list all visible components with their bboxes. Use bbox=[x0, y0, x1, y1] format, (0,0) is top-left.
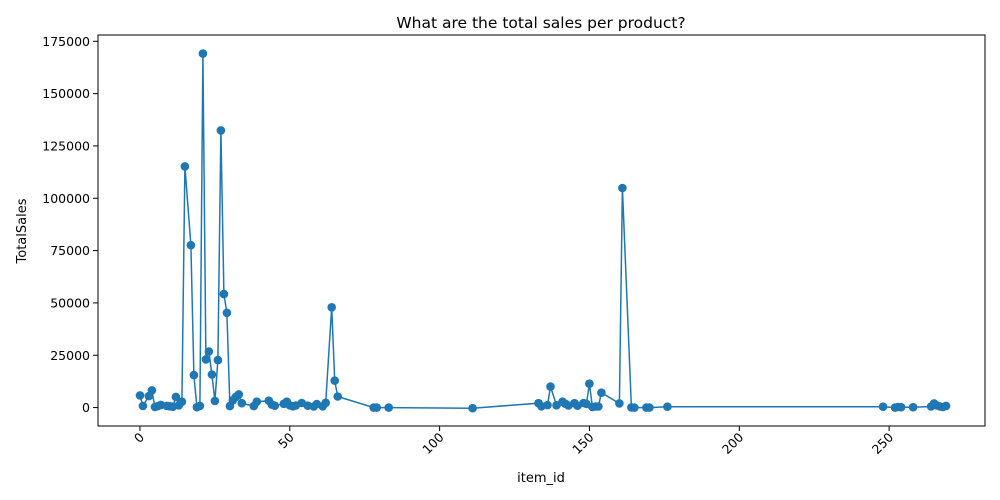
data-point bbox=[618, 183, 627, 193]
data-point bbox=[270, 401, 280, 411]
data-point bbox=[177, 397, 187, 407]
data-point bbox=[234, 390, 244, 399]
x-axis-title: item_id bbox=[517, 471, 565, 486]
data-point bbox=[645, 403, 654, 412]
data-point bbox=[585, 379, 594, 389]
data-point bbox=[896, 402, 906, 412]
y-axis-ticks: 0 25000 50000 75000 100000 125000 150000 175000 bbox=[42, 34, 98, 415]
y-tick-label: 25000 bbox=[50, 348, 90, 363]
data-point bbox=[630, 403, 639, 412]
data-point bbox=[327, 303, 337, 312]
data-point bbox=[252, 397, 262, 407]
data-point bbox=[201, 355, 211, 364]
data-point bbox=[333, 392, 343, 401]
y-axis-title: TotalSales bbox=[15, 198, 30, 264]
data-point bbox=[543, 400, 552, 410]
data-point bbox=[878, 402, 888, 412]
data-point bbox=[222, 308, 232, 318]
data-point bbox=[198, 49, 208, 58]
data-point bbox=[384, 403, 394, 412]
y-tick-label: 50000 bbox=[50, 295, 90, 310]
data-point bbox=[210, 396, 220, 406]
data-point bbox=[195, 401, 205, 411]
data-point bbox=[237, 398, 247, 408]
plot-area-frame bbox=[97, 34, 986, 427]
data-point bbox=[615, 399, 624, 408]
data-point bbox=[189, 370, 199, 380]
data-point bbox=[594, 402, 603, 411]
chart-title: What are the total sales per product? bbox=[396, 14, 685, 32]
data-point bbox=[207, 370, 217, 379]
data-point bbox=[147, 386, 157, 395]
data-point bbox=[186, 240, 196, 250]
y-tick-label: 100000 bbox=[42, 191, 90, 206]
data-point bbox=[135, 391, 145, 400]
data-point bbox=[663, 402, 672, 412]
data-point bbox=[468, 403, 477, 413]
data-point bbox=[546, 382, 555, 391]
data-point bbox=[180, 162, 190, 171]
data-point bbox=[908, 402, 918, 412]
data-point bbox=[321, 398, 331, 408]
series-markers bbox=[135, 49, 951, 413]
data-point bbox=[372, 403, 382, 412]
data-point bbox=[941, 401, 951, 411]
y-tick-label: 150000 bbox=[42, 86, 90, 101]
data-point bbox=[138, 401, 148, 411]
data-point bbox=[597, 388, 606, 398]
data-point bbox=[219, 289, 229, 299]
y-tick-label: 0 bbox=[82, 400, 90, 415]
data-point bbox=[204, 347, 214, 356]
data-point bbox=[330, 376, 340, 385]
data-point bbox=[213, 355, 223, 365]
data-point bbox=[216, 126, 226, 135]
y-tick-label: 75000 bbox=[50, 243, 90, 258]
y-tick-label: 125000 bbox=[42, 138, 90, 153]
data-point bbox=[171, 392, 181, 402]
y-tick-label: 175000 bbox=[42, 34, 90, 49]
